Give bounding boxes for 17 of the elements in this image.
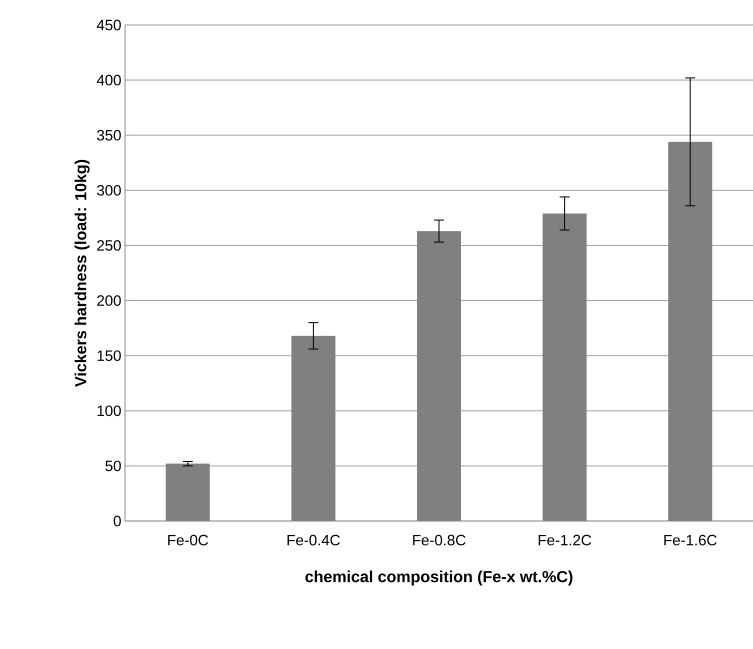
x-tick-label: Fe-0.8C <box>413 534 466 546</box>
x-tick-label: Fe-0C <box>168 534 208 546</box>
y-tick-label: 250 <box>97 240 121 251</box>
y-axis-title: Vickers hardness (load: 10kg) <box>74 160 90 387</box>
y-tick-label: 100 <box>98 405 121 416</box>
y-tick-label: 50 <box>105 460 121 472</box>
y-tick-label: 150 <box>98 350 121 361</box>
y-tick-label: 0 <box>114 516 121 526</box>
y-tick-label: 400 <box>96 74 121 86</box>
y-tick-label: 350 <box>97 130 121 141</box>
x-tick-label: Fe-1.6C <box>664 534 717 546</box>
x-axis-title: chemical composition (Fe-x wt.%C) <box>305 570 572 586</box>
x-tick-label: Fe-0.4C <box>288 534 340 546</box>
y-tick-label: 200 <box>97 295 121 306</box>
y-tick-label: 300 <box>97 185 121 196</box>
x-tick-label: Fe-1.2C <box>538 534 592 546</box>
y-tick-label: 450 <box>96 20 121 30</box>
